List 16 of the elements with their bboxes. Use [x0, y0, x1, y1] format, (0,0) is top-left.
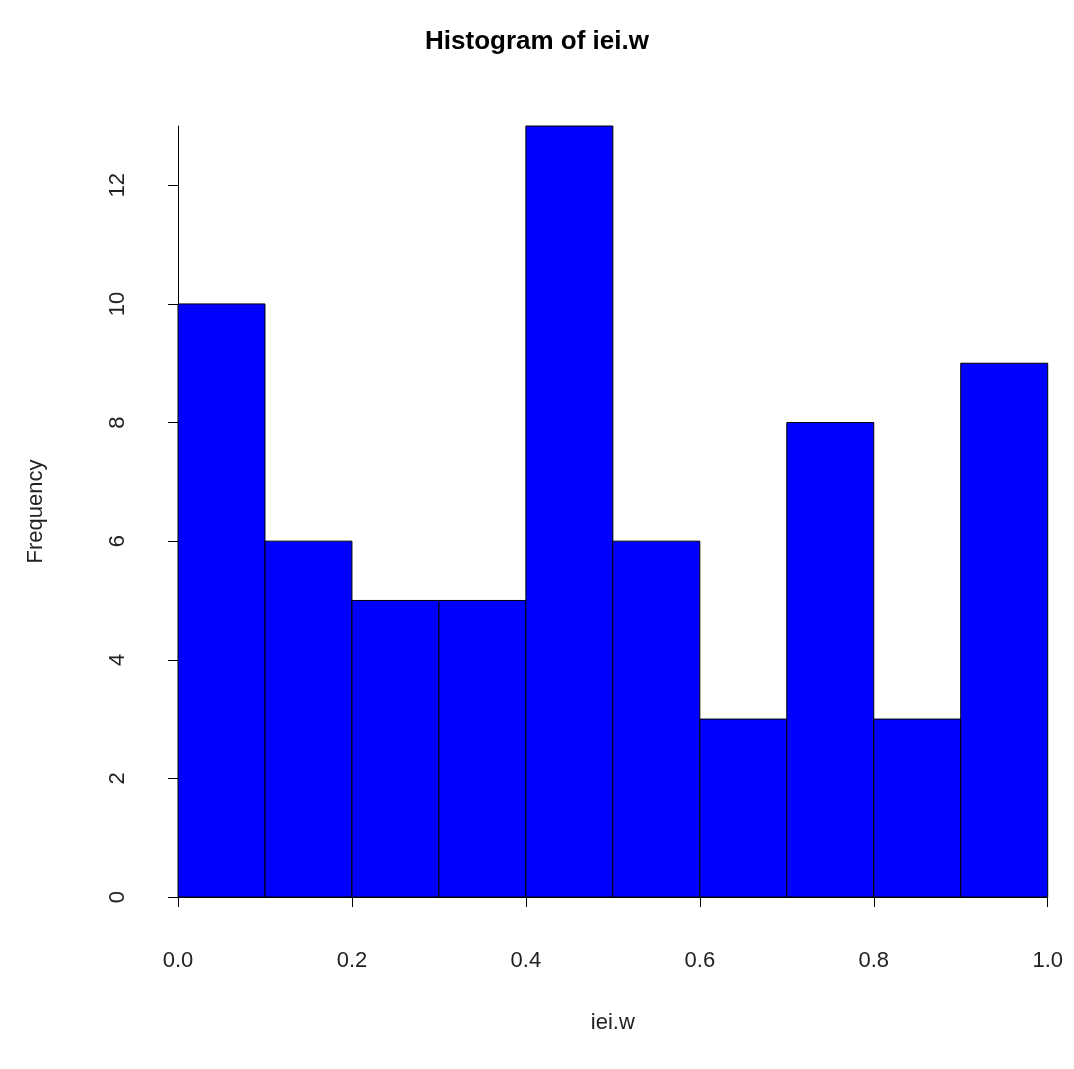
x-tick-label: 0.6: [684, 946, 716, 972]
x-tick-label: 0.2: [336, 946, 368, 972]
x-axis-title: iei.w: [590, 1008, 635, 1034]
y-tick-label: 2: [103, 772, 129, 785]
y-tick-label: 0: [103, 890, 129, 904]
x-tick-label: 0.8: [858, 946, 890, 972]
y-tick-label: 8: [103, 416, 129, 429]
y-tick-label: 4: [103, 653, 129, 666]
x-tick-label: 0.0: [162, 946, 194, 972]
chart-title: Histogram of iei.w: [425, 25, 650, 55]
y-tick-label: 10: [103, 291, 129, 317]
x-tick-label: 0.4: [510, 946, 542, 972]
x-tick-label: 1.0: [1032, 946, 1064, 972]
y-tick-label: 12: [103, 173, 129, 198]
y-axis-title: Frequency: [21, 459, 47, 564]
y-tick-label: 6: [103, 535, 129, 548]
